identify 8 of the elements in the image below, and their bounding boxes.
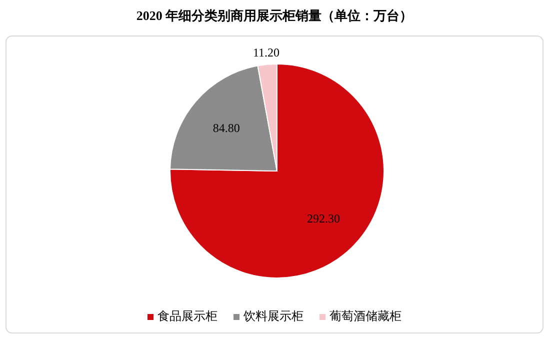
data-label: 11.20 (252, 45, 280, 60)
data-label: 84.80 (212, 121, 240, 136)
chart-title: 2020 年细分类别商用展示柜销量（单位：万台） (136, 8, 413, 23)
legend-label: 葡萄酒储藏柜 (330, 309, 402, 323)
legend-label: 食品展示柜 (158, 309, 218, 323)
legend-label: 饮料展示柜 (242, 309, 304, 323)
pie-slice (170, 64, 384, 278)
data-label: 292.30 (307, 211, 340, 226)
